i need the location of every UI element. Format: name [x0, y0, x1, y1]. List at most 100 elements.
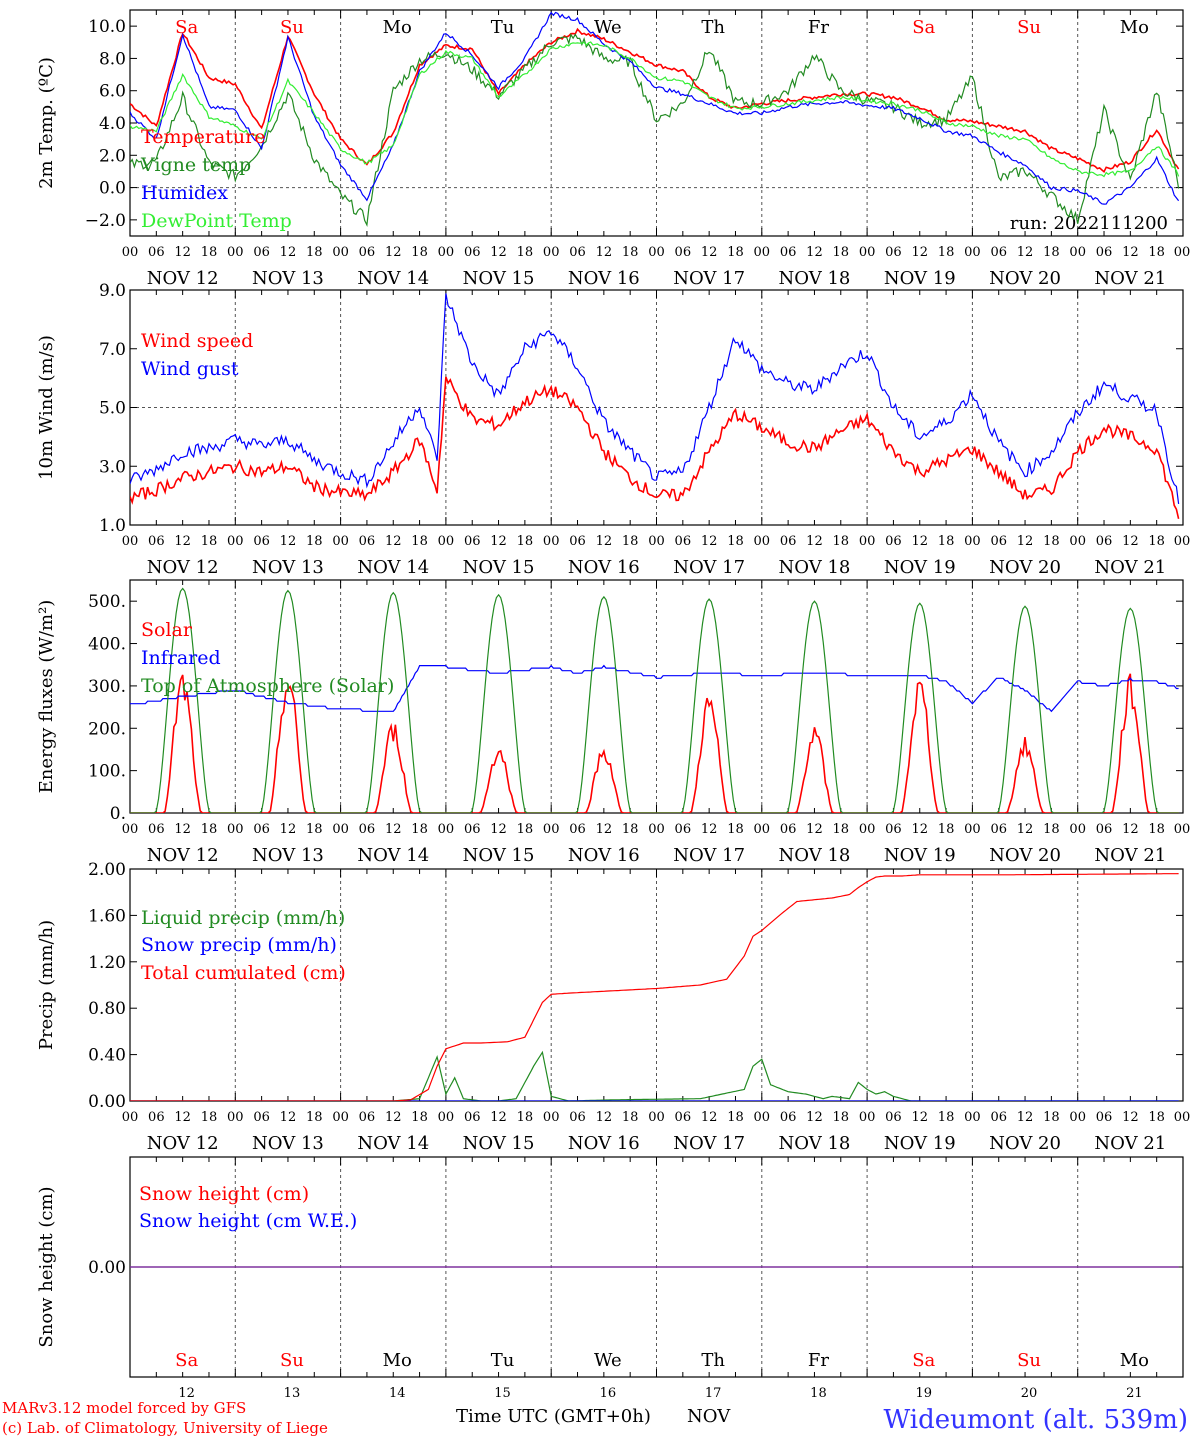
y-tick-label: 1.60	[88, 906, 126, 926]
series-line-vigne-temp	[130, 33, 1180, 227]
x-tick-label: 18	[622, 245, 639, 260]
x-tick-label: 12	[385, 822, 402, 837]
x-tick-label: 12	[1122, 534, 1139, 549]
x-tick-label: 00	[1069, 534, 1086, 549]
x-tick-label: 12	[490, 1110, 507, 1125]
series-line-top-of-atmosphere-solar-	[130, 587, 1179, 813]
date-label: NOV 21	[1094, 1133, 1166, 1154]
x-tick-label: 06	[148, 1110, 165, 1125]
y-tick-label: 2.00	[88, 860, 126, 880]
x-tick-label: 00	[438, 1110, 455, 1125]
date-label: NOV 18	[779, 1133, 851, 1154]
y-tick-label: 200.	[88, 719, 126, 739]
x-tick-label: 00	[438, 534, 455, 549]
x-tick-label: 12	[806, 822, 823, 837]
y-tick-label: 9.0	[99, 281, 126, 301]
date-label: NOV 17	[673, 845, 745, 866]
day-name-label: We	[594, 1350, 622, 1371]
y-axis-label: Energy fluxes (W/m²)	[36, 600, 57, 794]
x-tick-label: 06	[675, 245, 692, 260]
date-label: NOV 12	[147, 268, 219, 289]
day-name-label: Sa	[175, 17, 198, 38]
x-tick-label: 12	[174, 1110, 191, 1125]
x-tick-label: 12	[280, 822, 297, 837]
x-tick-label: 00	[1174, 245, 1191, 260]
x-tick-label: 06	[148, 245, 165, 260]
x-tick-label: 12	[596, 822, 613, 837]
y-axis-label: Snow height (cm)	[36, 1186, 57, 1347]
series-group	[130, 873, 1179, 1101]
date-label: NOV 21	[1094, 557, 1166, 578]
x-tick-label: 06	[990, 1110, 1007, 1125]
x-tick-label: 12	[490, 534, 507, 549]
date-label: NOV 14	[357, 1133, 429, 1154]
legend-entry: Vigne temp	[140, 154, 251, 176]
x-tick-label: 00	[648, 245, 665, 260]
x-tick-label: 00	[964, 245, 981, 260]
x-tick-label: 06	[885, 822, 902, 837]
day-name-label: Sa	[175, 1350, 198, 1371]
x-tick-label: 00	[543, 1110, 560, 1125]
date-label: NOV 12	[147, 1133, 219, 1154]
y-tick-label: −2.0	[85, 211, 126, 231]
x-tick-label: 00	[754, 534, 771, 549]
y-tick-label: 6.0	[99, 82, 126, 102]
x-tick-label: 12	[280, 245, 297, 260]
station-label: Wideumont (alt. 539m)	[884, 1405, 1188, 1435]
x-tick-label: 06	[253, 534, 270, 549]
y-tick-label: 400.	[88, 635, 126, 655]
x-tick-label: 00	[543, 534, 560, 549]
legend-entry: Humidex	[141, 182, 228, 204]
day-name-label: Tu	[491, 1350, 515, 1371]
x-tick-label: 00	[648, 1110, 665, 1125]
date-label: NOV 17	[673, 557, 745, 578]
x-tick-label: 12	[806, 245, 823, 260]
x-tick-label: 00	[1069, 822, 1086, 837]
x-tick-label: 18	[1148, 1110, 1165, 1125]
x-tick-label: 12	[385, 1110, 402, 1125]
date-label: NOV 16	[568, 557, 640, 578]
x-tick-label: 00	[1174, 822, 1191, 837]
date-label: NOV 19	[884, 268, 956, 289]
x-tick-label: 06	[780, 1110, 797, 1125]
x-tick-label: 06	[253, 822, 270, 837]
x-tick-label: 12	[1122, 245, 1139, 260]
day-name-label: Fr	[808, 17, 829, 38]
x-tick-label: 18	[727, 1110, 744, 1125]
x-tick-label: 00	[122, 245, 139, 260]
x-tick-label: 06	[464, 1110, 481, 1125]
x-tick-label: 06	[569, 1110, 586, 1125]
y-tick-label: 0.80	[88, 999, 126, 1019]
x-tick-label: 12	[911, 245, 928, 260]
legend-entry: Snow height (cm)	[139, 1183, 309, 1205]
time-axis-label: Time UTC (GMT+0h)	[456, 1406, 651, 1427]
date-label: NOV 13	[252, 557, 324, 578]
y-tick-label: 1.20	[88, 953, 126, 973]
x-tick-label: 00	[859, 1110, 876, 1125]
x-tick-label: 18	[622, 534, 639, 549]
x-tick-label: 18	[201, 245, 218, 260]
legend-entry: Snow precip (mm/h)	[141, 934, 337, 956]
x-tick-label: 18	[622, 1110, 639, 1125]
y-tick-label: 3.0	[99, 457, 126, 477]
day-name-label: We	[594, 17, 622, 38]
x-tick-label: 18	[411, 1110, 428, 1125]
date-label: NOV 13	[252, 1133, 324, 1154]
x-tick-label: 00	[227, 1110, 244, 1125]
x-tick-label: 12	[911, 534, 928, 549]
day-number-label: 21	[1126, 1386, 1143, 1401]
x-tick-label: 12	[280, 1110, 297, 1125]
legend-entry: Wind gust	[141, 358, 239, 380]
date-label: NOV 19	[884, 557, 956, 578]
date-label: NOV 16	[568, 845, 640, 866]
date-label: NOV 12	[147, 557, 219, 578]
series-line-dewpoint-temp	[130, 41, 1180, 178]
x-tick-label: 18	[517, 245, 534, 260]
date-label: NOV 12	[147, 845, 219, 866]
x-tick-label: 00	[122, 534, 139, 549]
x-tick-label: 18	[727, 534, 744, 549]
day-name-label: Fr	[808, 1350, 829, 1371]
x-tick-label: 00	[122, 822, 139, 837]
day-number-label: 18	[810, 1386, 827, 1401]
